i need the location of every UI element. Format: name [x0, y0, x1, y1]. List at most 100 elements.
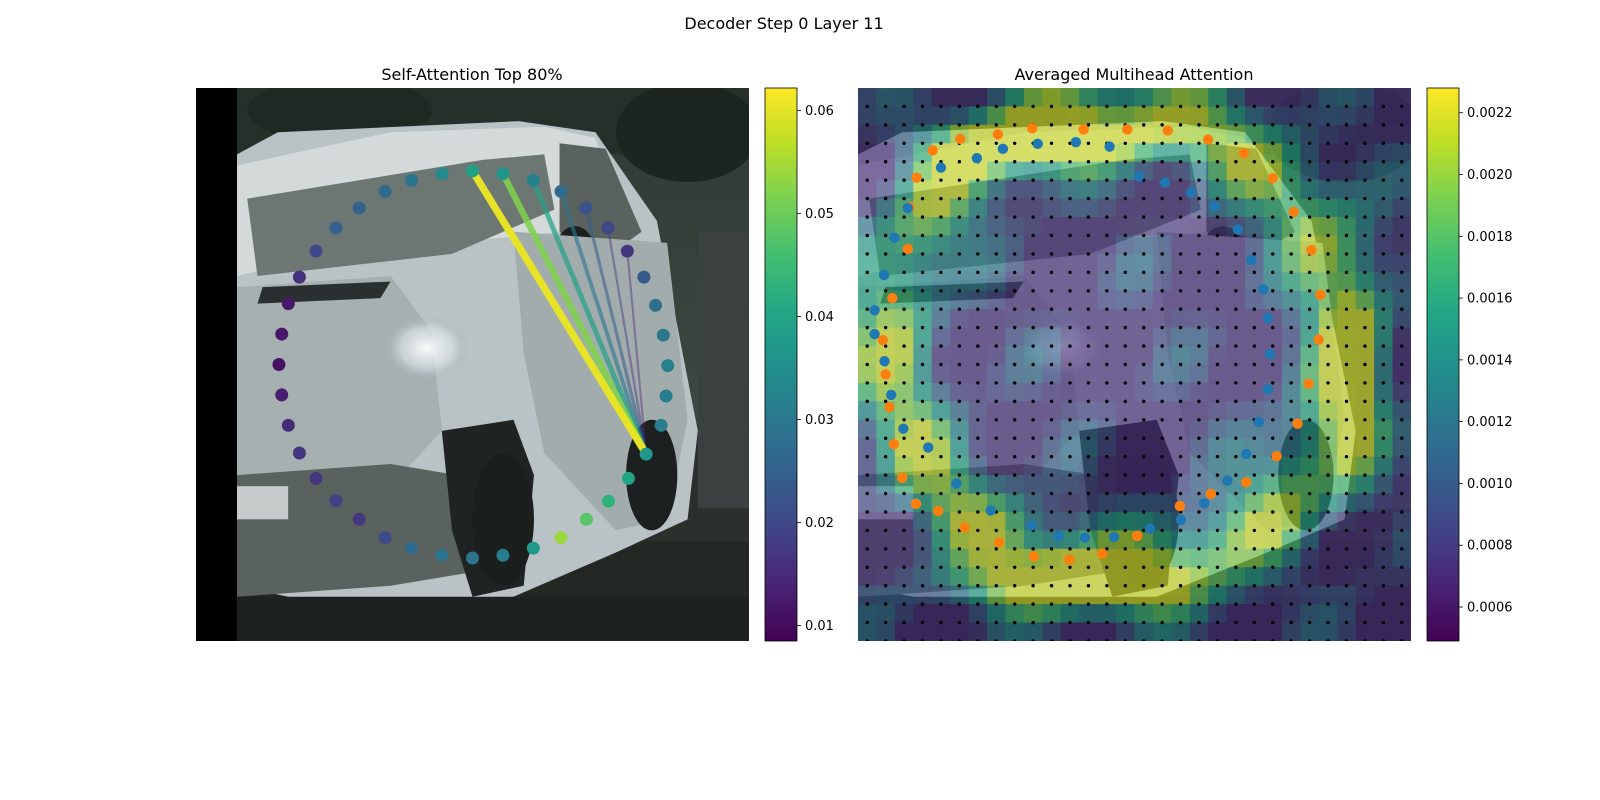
grid-dot	[1178, 160, 1183, 164]
grid-dot	[1289, 196, 1293, 201]
heatmap-cell	[1152, 327, 1172, 347]
orange-point	[887, 292, 898, 304]
grid-dot	[865, 252, 869, 256]
grid-dot	[994, 325, 998, 330]
heatmap-cell	[1245, 456, 1264, 476]
heatmap-cell	[1245, 604, 1264, 623]
heatmap-cell	[1245, 161, 1264, 181]
grid-dot	[883, 436, 888, 440]
heatmap-cell	[1097, 309, 1117, 328]
grid-dot	[920, 381, 925, 385]
grid-dot	[1271, 399, 1275, 404]
multihead-attention-panel: Averaged Multihead Attention 0.00060.000…	[858, 65, 1513, 642]
heatmap-cell	[1226, 511, 1246, 531]
heatmap-cell	[913, 235, 933, 255]
heatmap-cell	[950, 401, 969, 421]
heatmap-cell	[1079, 438, 1098, 457]
grid-dot	[1160, 344, 1164, 348]
heatmap-cell	[931, 548, 951, 568]
grid-dot	[1012, 418, 1017, 422]
heatmap-cell	[1097, 124, 1117, 144]
grid-dot	[1123, 381, 1127, 385]
grid-dot	[976, 602, 980, 606]
grid-dot	[1197, 178, 1201, 182]
heatmap-cell	[1263, 548, 1283, 568]
blue-point	[1026, 520, 1037, 531]
heatmap-cell	[1245, 106, 1264, 126]
grid-dot	[920, 196, 925, 201]
contour-point	[496, 548, 510, 562]
grid-dot	[976, 178, 980, 182]
grid-dot	[1031, 436, 1035, 440]
grid-dot	[865, 547, 869, 551]
grid-dot	[883, 584, 888, 588]
heatmap-cell	[1023, 161, 1043, 181]
heatmap-cell	[950, 364, 969, 384]
self-attention-panel: Self-Attention Top 80% 0.010.020.030.040…	[196, 65, 834, 642]
heatmap-cell	[1134, 143, 1154, 163]
grid-dot	[976, 436, 980, 440]
grid-dot	[1363, 141, 1367, 145]
grid-dot	[1105, 362, 1109, 367]
heatmap-cell	[1116, 567, 1135, 586]
blue-point	[1264, 348, 1276, 360]
grid-dot	[1344, 325, 1349, 330]
heatmap-cell	[1208, 272, 1227, 292]
heatmap-cell	[1134, 604, 1154, 623]
grid-dot	[1400, 289, 1404, 293]
blue-point	[1032, 138, 1043, 150]
heatmap-cell	[1023, 253, 1043, 273]
grid-dot	[1344, 399, 1349, 404]
grid-dot	[1012, 584, 1017, 588]
heatmap-cell	[1318, 327, 1338, 347]
heatmap-cell	[913, 585, 933, 605]
grid-dot	[883, 454, 888, 459]
blue-point	[1108, 531, 1120, 543]
grid-dot	[920, 104, 925, 109]
grid-dot	[1197, 325, 1201, 330]
heatmap-cell	[1042, 180, 1062, 199]
heatmap-cell	[1189, 604, 1209, 623]
grid-dot	[865, 584, 869, 588]
heatmap-cell	[1079, 622, 1098, 641]
heatmap-cell	[1263, 475, 1283, 494]
grid-dot	[1068, 307, 1072, 311]
grid-dot	[957, 344, 962, 348]
heatmap-cell	[1226, 327, 1246, 347]
grid-dot	[1105, 270, 1109, 275]
grid-dot	[1160, 473, 1164, 477]
grid-dot	[1271, 123, 1275, 127]
heatmap-cell	[876, 106, 896, 126]
grid-dot	[994, 381, 998, 385]
grid-dot	[1178, 215, 1183, 219]
grid-dot	[1123, 528, 1127, 533]
grid-dot	[1252, 178, 1257, 182]
grid-dot	[865, 602, 869, 606]
heatmap-cell	[1171, 438, 1191, 457]
grid-dot	[1271, 325, 1275, 330]
grid-dot	[1105, 215, 1109, 219]
grid-dot	[1215, 196, 1220, 201]
grid-dot	[1363, 491, 1367, 496]
grid-dot	[957, 584, 962, 588]
heatmap-cell	[1060, 161, 1080, 181]
heatmap-cell	[1042, 438, 1062, 457]
heatmap-cell	[968, 235, 988, 255]
grid-dot	[1289, 510, 1293, 514]
heatmap-cell	[1116, 290, 1135, 310]
grid-dot	[1271, 584, 1275, 588]
heatmap-cell	[950, 493, 969, 513]
heatmap-cell	[876, 456, 896, 476]
heatmap-cell	[1392, 475, 1411, 494]
heatmap-cell	[1208, 253, 1227, 273]
grid-dot	[1197, 270, 1201, 275]
heatmap-cell	[1042, 327, 1062, 347]
grid-dot	[994, 528, 998, 533]
heatmap-cell	[1355, 124, 1375, 144]
grid-dot	[939, 362, 943, 367]
grid-dot	[1105, 473, 1109, 477]
heatmap-cell	[1300, 548, 1320, 568]
heatmap-cell	[913, 382, 933, 402]
heatmap-cell	[931, 530, 951, 550]
heatmap-cell	[1060, 198, 1080, 218]
